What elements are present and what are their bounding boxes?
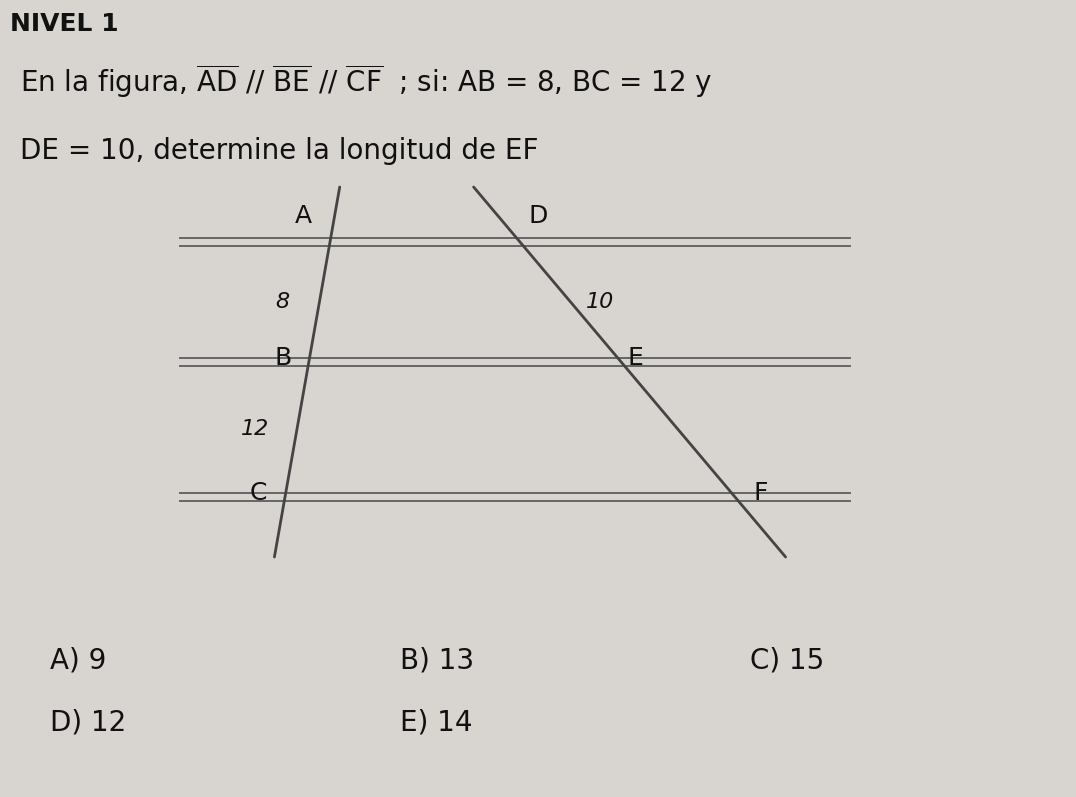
- Text: 12: 12: [241, 419, 270, 439]
- Text: 8: 8: [275, 292, 289, 312]
- Text: C) 15: C) 15: [750, 647, 824, 675]
- Text: 10: 10: [585, 292, 614, 312]
- Text: DE = 10, determine la longitud de EF: DE = 10, determine la longitud de EF: [20, 137, 538, 165]
- Text: E) 14: E) 14: [400, 709, 472, 737]
- Text: B) 13: B) 13: [400, 647, 475, 675]
- Text: A) 9: A) 9: [49, 647, 107, 675]
- Text: D) 12: D) 12: [49, 709, 126, 737]
- Text: C: C: [250, 481, 267, 505]
- Text: En la figura, $\overline{\mathrm{AD}}$ // $\overline{\mathrm{BE}}$ // $\overline: En la figura, $\overline{\mathrm{AD}}$ /…: [20, 62, 712, 100]
- Text: NIVEL 1: NIVEL 1: [10, 12, 118, 36]
- Text: E: E: [628, 346, 643, 370]
- Text: D: D: [528, 204, 548, 228]
- Text: F: F: [753, 481, 767, 505]
- Text: B: B: [274, 346, 292, 370]
- Text: A: A: [295, 204, 312, 228]
